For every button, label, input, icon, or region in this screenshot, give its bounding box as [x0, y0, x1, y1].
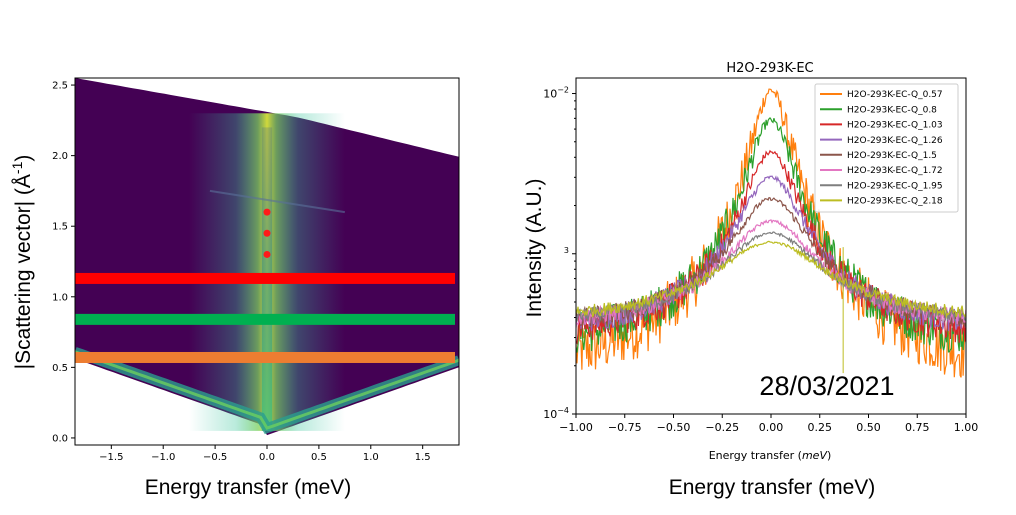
left-panel: −1.5 −1.0 −0.5 0.0 0.5 1.0 1.5 0.0 0.5 1.0 1.5 2.0 2… — [9, 77, 460, 499]
right-x-small-label-prefix: Energy transfer ( — [709, 449, 802, 462]
series-line-4 — [576, 175, 966, 332]
date-annotation: 28/03/2021 — [759, 371, 894, 401]
left-y-label-main: |Scattering vector| (Å — [12, 174, 35, 369]
right-y-tick-label: 3 — [564, 246, 569, 255]
right-y-tick-base: 10 — [543, 88, 557, 101]
left-y-tick-label: 0.0 — [52, 433, 68, 444]
right-plot-area — [576, 88, 966, 378]
right-x-tick-label: 0.75 — [905, 421, 930, 434]
left-x-tick-label: 0.0 — [259, 452, 275, 463]
right-x-tick-label: 0.00 — [759, 421, 784, 434]
left-x-tick-label: −1.0 — [151, 452, 175, 463]
left-x-tick-label: −0.5 — [203, 452, 227, 463]
right-x-small-label-suffix: ) — [827, 449, 831, 462]
right-y-tick-exponent: 3 — [564, 246, 569, 255]
right-x-tick-label: 0.25 — [808, 421, 833, 434]
right-y-tick-exponent: −2 — [557, 86, 569, 95]
legend-label-5: H2O-293K-EC-Q_1.5 — [847, 151, 937, 161]
right-y-tick-exponent: −4 — [557, 406, 569, 415]
right-y-axis-label: Intensity (A.U.) — [523, 179, 546, 318]
right-x-tick-label: −1.00 — [559, 421, 593, 434]
red-band — [75, 272, 455, 284]
left-y-tick-label: 2.5 — [52, 81, 68, 92]
marker-dot-2 — [263, 229, 271, 237]
left-y-tick-label: 0.5 — [52, 363, 68, 374]
legend-label-6: H2O-293K-EC-Q_1.72 — [847, 166, 943, 176]
right-chart-title: H2O-293K-EC — [726, 61, 813, 76]
right-y-tick-label: 10−2 — [543, 86, 569, 101]
left-x-tick-label: −1.5 — [99, 452, 123, 463]
left-x-tick-label: 1.0 — [363, 452, 379, 463]
right-axes: −1.00 −0.75 −0.50 −0.25 0.00 0.25 0.50 0.75 1.00… — [543, 77, 979, 434]
right-x-tick-label: −0.75 — [608, 421, 642, 434]
right-x-tick-label: −0.25 — [705, 421, 739, 434]
marker-dot-1 — [263, 208, 271, 216]
left-y-label-close: ) — [12, 155, 35, 162]
left-x-tick-label: 0.5 — [311, 452, 327, 463]
right-panel: H2O-293K-EC −1.00 −0.75 −0.50 −0.25 0.00 0.25… — [523, 61, 978, 499]
right-x-axis-label: Energy transfer (meV) — [669, 476, 876, 499]
lower-boundary-bright — [75, 350, 459, 430]
right-x-tick-label: −0.50 — [657, 421, 691, 434]
orange-band — [75, 351, 455, 363]
right-x-axis-small-label: Energy transfer (meV) — [709, 449, 832, 462]
left-x-axis-label: Energy transfer (meV) — [145, 476, 352, 499]
right-y-tick-base: 10 — [543, 408, 557, 421]
right-x-tick-label: 1.00 — [954, 421, 979, 434]
right-x-small-label-unit: meV — [802, 449, 828, 462]
left-x-tick-label: 1.5 — [415, 452, 431, 463]
legend-label-3: H2O-293K-EC-Q_1.03 — [847, 121, 943, 131]
left-plot-area — [75, 78, 459, 436]
diffraction-streak — [209, 189, 345, 214]
left-y-tick-label: 1.0 — [52, 292, 68, 303]
legend-box — [814, 83, 959, 213]
left-y-tick-label: 1.5 — [52, 222, 68, 233]
left-y-axis-label: |Scattering vector| (Å-1) — [9, 155, 35, 370]
left-y-label-superscript: -1 — [9, 161, 25, 174]
right-y-tick-label: 10−4 — [543, 406, 569, 421]
legend-label-8: H2O-293K-EC-Q_2.18 — [847, 197, 943, 207]
left-y-tick-label: 2.0 — [52, 151, 68, 162]
legend-label-4: H2O-293K-EC-Q_1.26 — [847, 136, 943, 146]
legend-label-7: H2O-293K-EC-Q_1.95 — [847, 181, 943, 191]
legend-label-2: H2O-293K-EC-Q_0.8 — [847, 105, 937, 115]
left-axes: −1.5 −1.0 −0.5 0.0 0.5 1.0 1.5 0.0 0.5 1.0 1.5 2.0 2… — [52, 77, 460, 463]
marker-dot-3 — [263, 250, 271, 258]
series-line-8 — [576, 240, 966, 319]
series-line-1 — [576, 88, 966, 378]
legend-label-1: H2O-293K-EC-Q_0.57 — [847, 90, 943, 100]
legend: H2O-293K-EC-Q_0.57 H2O-293K-EC-Q_0.8 H2O-2… — [814, 83, 959, 213]
green-band — [75, 313, 455, 325]
right-x-tick-label: 0.50 — [856, 421, 881, 434]
